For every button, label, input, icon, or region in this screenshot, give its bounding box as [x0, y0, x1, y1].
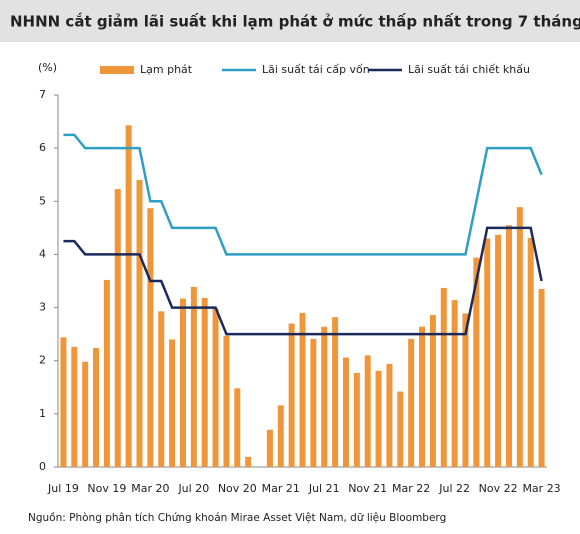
y-tick-label: 2: [39, 354, 46, 367]
x-tick-label: Nov 22: [479, 482, 518, 495]
x-tick-label: Jul 20: [177, 482, 209, 495]
bar: [60, 337, 67, 467]
y-tick-label: 4: [39, 247, 46, 260]
bar: [375, 370, 382, 467]
bar: [495, 234, 502, 467]
line: [63, 133, 543, 256]
bar: [342, 357, 349, 467]
source-note: Nguồn: Phòng phân tích Chứng khoán Mirae…: [28, 512, 446, 524]
x-tick-label: Mar 22: [392, 482, 430, 495]
y-tick-label: 6: [39, 141, 46, 154]
y-tick-label: 1: [39, 407, 46, 420]
bar: [277, 405, 284, 467]
x-tick-label: Nov 21: [348, 482, 387, 495]
bar: [299, 312, 306, 467]
x-tick-label: Mar 21: [262, 482, 300, 495]
bar: [125, 125, 132, 467]
chart-title: NHNN cắt giảm lãi suất khi lạm phát ở mứ…: [10, 12, 580, 31]
x-tick-label: Jul 21: [308, 482, 340, 495]
bar: [440, 287, 447, 467]
bar: [353, 372, 360, 467]
x-tick-label: Jul 22: [438, 482, 470, 495]
bar: [147, 208, 154, 468]
x-tick-label: Nov 20: [218, 482, 257, 495]
bar: [321, 326, 328, 467]
bar: [429, 315, 436, 467]
bar: [288, 323, 295, 467]
y-unit-label: (%): [38, 61, 57, 74]
bar: [386, 363, 393, 467]
y-tick-label: 3: [39, 301, 46, 314]
bar: [419, 326, 426, 467]
bar: [516, 207, 523, 468]
bar: [266, 429, 273, 467]
x-tick-label: Mar 23: [522, 482, 560, 495]
title-banner: [0, 0, 580, 42]
bar: [397, 391, 404, 467]
bar: [462, 313, 469, 467]
bar: [364, 355, 371, 467]
bar: [538, 288, 545, 467]
y-tick-label: 0: [39, 460, 46, 473]
bar: [158, 311, 165, 467]
bar: [190, 286, 197, 467]
bar: [332, 317, 339, 467]
bar: [103, 279, 110, 467]
bar: [201, 298, 208, 467]
bar: [408, 338, 415, 467]
bar: [310, 338, 317, 467]
bar: [484, 238, 491, 467]
line: [63, 226, 543, 336]
bar: [223, 335, 230, 467]
bar: [212, 308, 219, 467]
y-tick-label: 7: [39, 88, 46, 101]
bar: [179, 298, 186, 467]
x-tick-label: Jul 19: [47, 482, 79, 495]
bar: [136, 180, 143, 467]
bar: [82, 361, 89, 467]
bar: [473, 257, 480, 467]
x-tick-label: Mar 20: [131, 482, 169, 495]
bar: [169, 339, 176, 467]
bar: [451, 300, 458, 467]
bar: [245, 456, 252, 467]
bar: [71, 346, 78, 467]
bar: [527, 237, 534, 467]
legend-label: Lãi suất tái chiết khấu: [408, 63, 530, 76]
bar: [93, 347, 100, 467]
bar: [114, 189, 121, 467]
y-tick-label: 5: [39, 194, 46, 207]
bar: [234, 388, 241, 467]
legend-label: Lạm phát: [140, 63, 193, 76]
legend-swatch: [100, 66, 134, 74]
legend-label: Lãi suất tái cấp vốn: [262, 63, 370, 76]
x-tick-label: Nov 19: [87, 482, 126, 495]
bar: [505, 225, 512, 467]
